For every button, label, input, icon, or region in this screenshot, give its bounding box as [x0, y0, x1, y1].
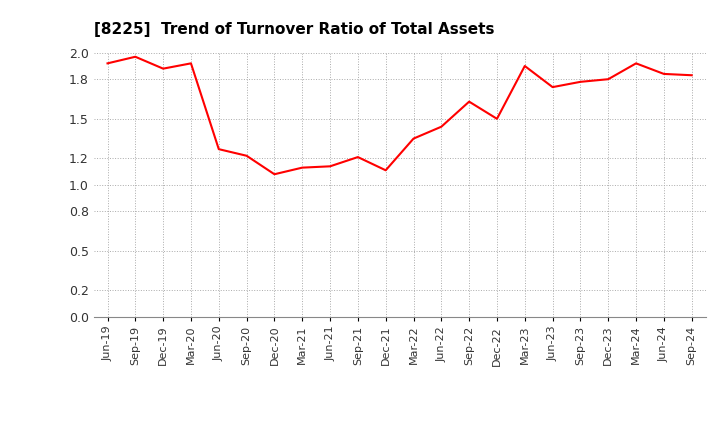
Text: [8225]  Trend of Turnover Ratio of Total Assets: [8225] Trend of Turnover Ratio of Total …: [94, 22, 494, 37]
